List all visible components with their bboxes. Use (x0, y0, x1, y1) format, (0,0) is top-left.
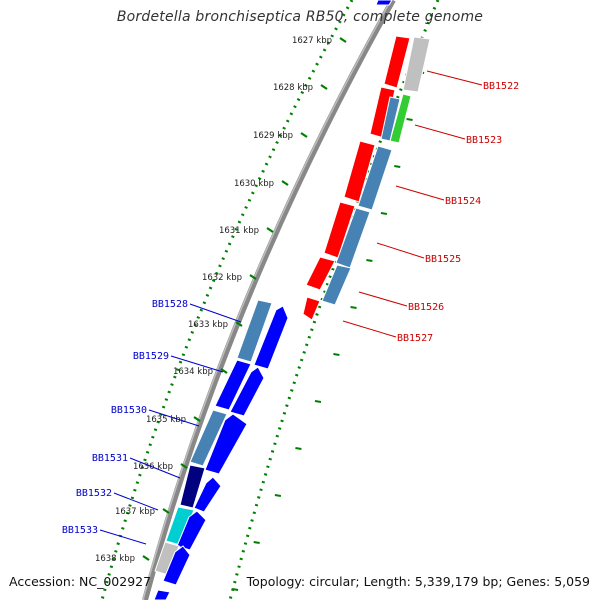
genome-info-label: Topology: circular; Length: 5,339,179 bp… (246, 574, 590, 589)
gene-label-leader (170, 355, 224, 373)
scale-tick-mark (180, 463, 188, 469)
gene-label-leader (99, 529, 147, 545)
gene-label-leader (414, 124, 466, 140)
gene-label-leader (358, 291, 408, 307)
scale-tick-mark (333, 353, 340, 356)
scale-tick-mark (295, 447, 302, 450)
gene-label-left[interactable]: BB1532 (76, 488, 112, 499)
gene-label-right[interactable]: BB1526 (408, 302, 444, 313)
gene-block[interactable] (179, 464, 206, 509)
gene-label-right[interactable]: BB1524 (445, 196, 481, 207)
scale-tick-mark (380, 212, 388, 215)
gene-block[interactable] (389, 93, 412, 144)
gene-label-right[interactable]: BB1525 (425, 254, 461, 265)
gene-arrow[interactable] (383, 35, 411, 89)
scale-tick-label: 1634 kbp (173, 367, 213, 377)
scale-tick-label: 1627 kbp (292, 36, 332, 46)
scale-tick-mark (235, 321, 243, 327)
gene-label-right[interactable]: BB1523 (466, 135, 502, 146)
gene-label-right[interactable]: BB1527 (397, 333, 433, 344)
scale-tick-mark (249, 274, 257, 280)
gene-label-right[interactable]: BB1522 (483, 81, 519, 92)
scale-tick-mark (394, 165, 401, 168)
gene-block[interactable] (380, 96, 401, 142)
gene-label-leader (148, 409, 200, 427)
gene-label-leader (376, 242, 425, 259)
scale-tick-label: 1633 kbp (188, 320, 228, 330)
scale-tick-mark (406, 118, 413, 121)
gene-arrow[interactable] (153, 589, 171, 600)
scale-tick-mark (220, 368, 228, 374)
gene-arrow[interactable] (162, 545, 191, 586)
accession-label: Accession: NC_002927 (9, 574, 152, 589)
scale-tick-mark (253, 541, 260, 544)
gene-arrow[interactable] (193, 476, 222, 513)
scale-tick-mark (314, 400, 322, 403)
scale-tick-label: 1630 kbp (234, 179, 274, 189)
gene-arrow[interactable] (204, 413, 248, 475)
gene-label-left[interactable]: BB1530 (111, 405, 147, 416)
gene-label-left[interactable]: BB1529 (133, 351, 169, 362)
scale-tick-mark (162, 508, 170, 514)
gene-label-left[interactable]: BB1533 (62, 525, 98, 536)
scale-tick-mark (281, 180, 289, 186)
scale-tick-mark (274, 494, 282, 497)
gene-label-leader (113, 492, 159, 511)
scale-tick-mark (366, 259, 373, 262)
gene-labels-layer: BB1522 BB1523 BB1524 BB1525 BB1526 BB1527 BB15… (62, 70, 519, 545)
gene-label-leader (189, 303, 242, 323)
gene-label-left[interactable]: BB1528 (152, 299, 188, 310)
gene-arrow-top[interactable] (375, 0, 393, 6)
gene-label-leader (426, 70, 483, 86)
scale-tick-label: 1638 kbp (95, 554, 135, 564)
map-title: Bordetella bronchiseptica RB50, complete… (116, 9, 484, 25)
scale-ring-outer (100, 0, 354, 600)
gene-block[interactable] (236, 299, 273, 363)
scale-tick-mark (339, 37, 347, 43)
scale-tick-label: 1631 kbp (219, 226, 259, 236)
scale-tick-mark (320, 84, 328, 90)
scale-ticks-layer: 1627 kbp 1628 kbp 1629 kbp 1630 kbp 1631 kbp… (95, 36, 425, 591)
scale-tick-label: 1629 kbp (253, 131, 293, 141)
gene-arrow[interactable] (302, 296, 321, 321)
scale-tick-mark (142, 555, 150, 561)
gene-arrow[interactable] (176, 510, 207, 551)
gene-arrow[interactable] (305, 256, 336, 291)
gene-arrow[interactable] (253, 305, 289, 370)
genes-layer (153, 0, 431, 600)
gene-label-left[interactable]: BB1531 (92, 453, 128, 464)
genome-backbone (142, 0, 396, 600)
gene-block[interactable] (402, 36, 431, 93)
gene-label-leader (395, 185, 445, 201)
gene-block[interactable] (357, 145, 393, 211)
scale-tick-label: 1637 kbp (115, 507, 155, 517)
scale-tick-label: 1635 kbp (146, 415, 186, 425)
gene-label-leader (129, 457, 181, 479)
genome-backbone-highlight (142, 0, 392, 600)
gene-label-leader (342, 320, 397, 338)
scale-tick-mark (193, 416, 201, 422)
gene-arrow[interactable] (214, 359, 252, 411)
scale-tick-mark (231, 588, 239, 591)
gene-block[interactable] (189, 409, 228, 467)
scale-tick-mark (300, 132, 308, 138)
scale-tick-mark (266, 227, 274, 233)
gene-arrow[interactable] (229, 366, 265, 417)
gene-block[interactable] (321, 264, 352, 306)
scale-tick-label: 1628 kbp (273, 83, 313, 93)
scale-tick-mark (350, 306, 357, 309)
scale-tick-label: 1632 kbp (202, 273, 242, 283)
